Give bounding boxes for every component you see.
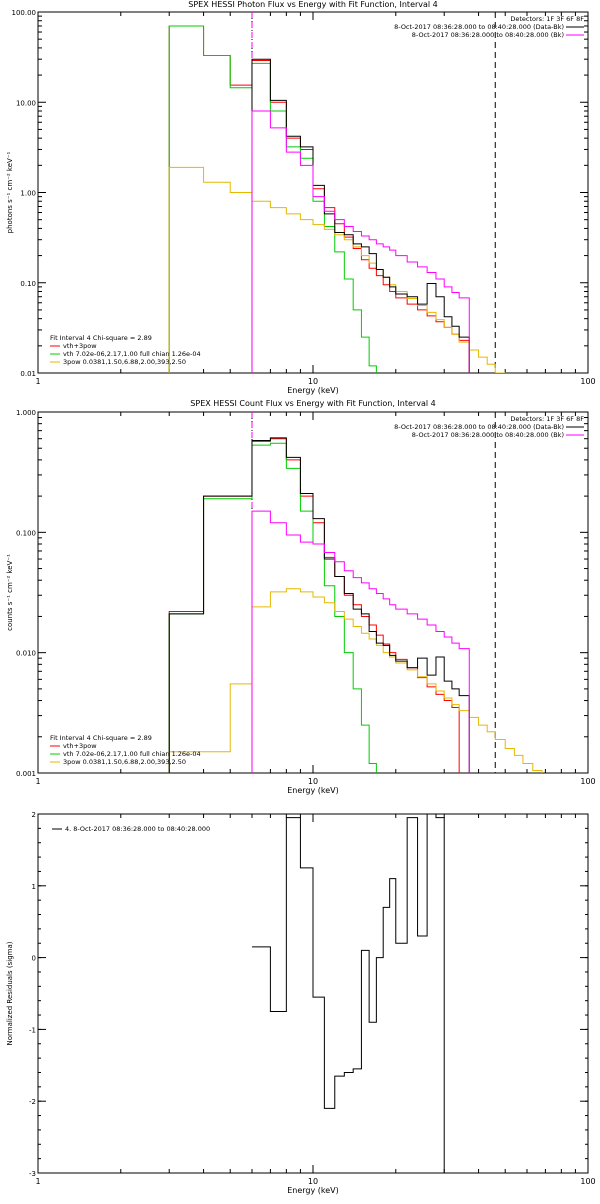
legend-header: Detectors: 1F 3F 6F 8F [510,415,584,423]
fit-legend-entry-text: vth+3pow [63,742,97,750]
y-tick-label: -2 [29,1098,36,1106]
fit-legend-entry-text: vth+3pow [63,342,97,350]
chart-title: SPEX HESSI Photon Flux vs Energy with Fi… [188,0,438,9]
y-tick-label: -1 [29,1026,36,1034]
series-line-5 [251,510,470,773]
x-axis-label: Energy (keV) [287,1186,339,1195]
y-tick-label: 0.001 [16,770,36,778]
legend-entry-text: 8-Oct-2017 08:36:28.000 to 08:40:28.000 … [394,423,564,431]
plot-area [168,437,543,773]
fit-legend-entry-text: vth 7.02e-06,2.17,1.00 full chian 1.26e-… [63,750,201,758]
legend-entry-text: 8-Oct-2017 08:36:28.000 to 08:40:28.000 … [412,31,564,39]
x-tick-label: 100 [580,377,595,386]
y-tick-label: 1 [32,883,36,891]
y-tick-label: 0.010 [16,650,36,658]
y-tick-label: 0.10 [20,280,36,288]
x-axis-label: Energy (keV) [287,786,339,795]
y-tick-label: 1.000 [16,409,36,417]
y-tick-label: 10.00 [16,99,36,107]
series-line-3 [168,588,543,773]
series-line-2 [168,25,377,373]
legend-header: Detectors: 1F 3F 6F 8F [510,15,584,23]
series-line-3 [168,166,506,373]
chart-title: SPEX HESSI Count Flux vs Energy with Fit… [190,399,435,408]
legend-entry-text: 4. 8-Oct-2017 08:36:28.000 to 08:40:28.0… [65,825,210,833]
series-line-1 [168,438,460,773]
x-tick-label: 1 [35,1177,40,1186]
x-axis-label: Energy (keV) [287,386,339,395]
x-tick-label: 100 [580,777,595,786]
fit-legend-header: Fit Interval 4 Chi-square = 2.89 [50,734,152,742]
fit-legend-entry-text: 3pow 0.0381,1.50,6.88,2.00,393,2.50 [63,758,186,766]
chart-panel-3: 1 10 100 Energy (keV) -3 -2 -1 0 1 2 Normalized Re… [6,811,596,1195]
fit-legend-header: Fit Interval 4 Chi-square = 2.89 [50,334,152,342]
y-tick-label: 100.00 [12,9,37,17]
x-tick-label: 10 [308,777,318,786]
y-axis-label: counts s⁻¹ cm⁻² keV⁻¹ [6,554,14,631]
series-line-2 [168,442,377,773]
x-tick-label: 10 [308,377,318,386]
y-axis-label: Normalized Residuals (sigma) [6,941,14,1045]
plot-area [168,25,506,373]
series-line-4 [251,58,470,373]
series-line-1 [251,814,445,1173]
y-axis-label: photons s⁻¹ cm⁻² keV⁻¹ [6,151,14,233]
y-tick-label: 0 [32,955,36,963]
legend-entry-text: 8-Oct-2017 08:36:28.000 to 08:40:28.000 … [412,431,564,439]
y-tick-label: 1.00 [20,190,36,198]
y-tick-label: -3 [29,1170,36,1178]
y-tick-label: 2 [32,811,36,819]
chart-panel-1: SPEX HESSI Photon Flux vs Energy with Fi… [6,0,596,395]
plot-area [251,814,445,1173]
series-line-4 [168,437,470,773]
chart-panel-2: SPEX HESSI Count Flux vs Energy with Fit… [6,399,596,795]
x-tick-label: 1 [35,377,40,386]
x-tick-label: 100 [580,1177,595,1186]
fit-legend-entry-text: vth 7.02e-06,2.17,1.00 full chian 1.26e-… [63,350,201,358]
series-line-5 [251,110,470,373]
y-tick-label: 0.01 [20,370,36,378]
fit-legend-entry-text: 3pow 0.0381,1.50,6.88,2.00,393,2.50 [63,358,186,366]
legend-entry-text: 8-Oct-2017 08:36:28.000 to 08:40:28.000 … [394,23,564,31]
x-tick-label: 10 [308,1177,318,1186]
x-tick-label: 1 [35,777,40,786]
y-tick-label: 0.100 [16,529,36,537]
